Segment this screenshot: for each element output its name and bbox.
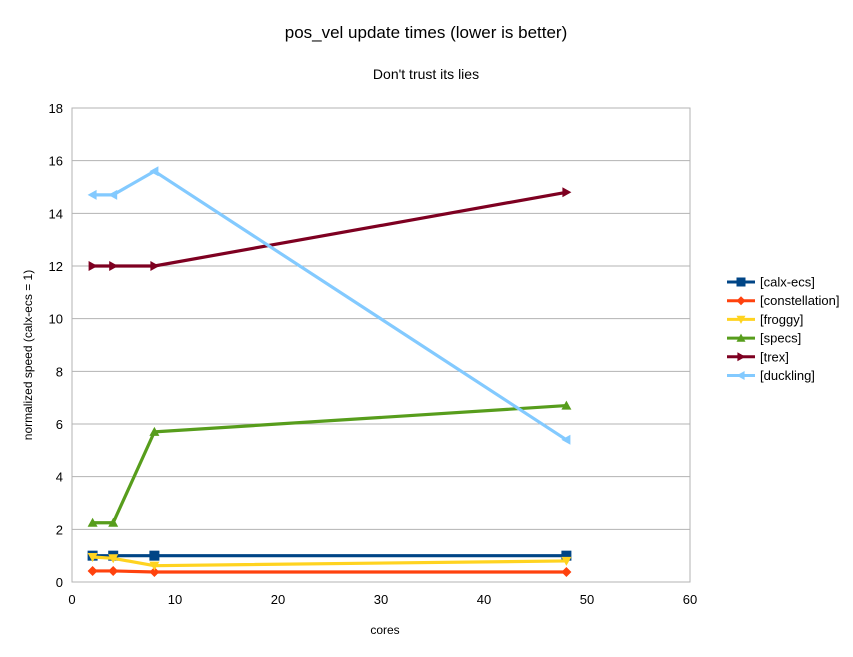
y-tick-label: 18 [49,101,63,116]
chart-title: pos_vel update times (lower is better) [285,23,568,42]
x-tick-label: 50 [580,592,594,607]
data-point [149,166,159,177]
legend-label: [duckling] [760,368,815,383]
y-tick-label: 16 [49,154,63,169]
series-line [92,403,567,525]
data-point [108,517,119,527]
legend-item: [trex] [727,349,789,364]
series-froggy [87,552,572,571]
data-point [109,261,119,271]
data-point [87,552,98,562]
legend-label: [trex] [760,349,789,364]
x-tick-label: 0 [68,592,75,607]
legend-label: [calx-ecs] [760,275,815,290]
legend-marker [736,315,746,324]
y-tick-label: 4 [56,470,63,485]
series-trex [88,187,572,271]
x-axis: 0 10 20 30 40 50 60 [68,592,697,607]
y-tick-label: 14 [49,206,63,221]
x-tick-label: 60 [683,592,697,607]
data-point [87,565,98,576]
data-point [108,565,119,576]
series-calx-ecs [87,550,572,561]
data-point [561,550,572,561]
series-line [92,190,567,268]
legend-item: [specs] [727,331,801,346]
data-point [149,550,160,561]
data-point [108,554,119,564]
series-specs [87,400,572,527]
legend-marker [736,296,746,306]
data-point [149,566,160,577]
data-point [108,189,118,200]
plot-area [71,107,691,583]
y-axis-label: normalized speed (calx-ecs = 1) [21,270,35,440]
chart-subtitle: Don't trust its lies [373,66,479,82]
y-tick-label: 6 [56,417,63,432]
data-point [150,261,160,271]
y-tick-label: 0 [56,575,63,590]
y-tick-label: 8 [56,364,63,379]
data-point [562,187,572,198]
data-point [561,400,572,410]
legend-marker [736,333,746,342]
data-point [88,261,98,271]
y-axis: 0 2 4 6 8 10 12 14 16 18 [49,101,63,590]
legend-label: [froggy] [760,312,803,327]
legend-marker [737,352,746,362]
y-tick-label: 2 [56,522,63,537]
x-tick-label: 20 [271,592,285,607]
series-line [92,555,567,568]
series-group [87,166,572,577]
legend-item: [calx-ecs] [727,275,815,290]
series-constellation [87,565,572,577]
legend-label: [constellation] [760,293,840,308]
legend: [calx-ecs] [constellation] [froggy] [specs]… [727,275,840,383]
series-line [92,169,568,442]
x-axis-label: cores [370,623,399,637]
x-tick-label: 40 [477,592,491,607]
data-point [87,517,98,527]
data-point [561,556,572,566]
legend-item: [duckling] [727,368,815,383]
legend-item: [froggy] [727,312,803,327]
legend-marker [736,277,746,287]
series-line [92,569,567,574]
series-duckling [87,166,571,445]
data-point [149,561,160,571]
data-point [87,189,97,200]
data-point [149,426,160,436]
legend-marker [736,371,745,380]
data-point [561,566,572,577]
x-tick-label: 30 [374,592,388,607]
legend-item: [constellation] [727,293,840,308]
data-point [561,434,571,445]
legend-label: [specs] [760,331,801,346]
y-tick-label: 12 [49,259,63,274]
x-tick-label: 10 [168,592,182,607]
y-tick-label: 10 [49,312,63,327]
